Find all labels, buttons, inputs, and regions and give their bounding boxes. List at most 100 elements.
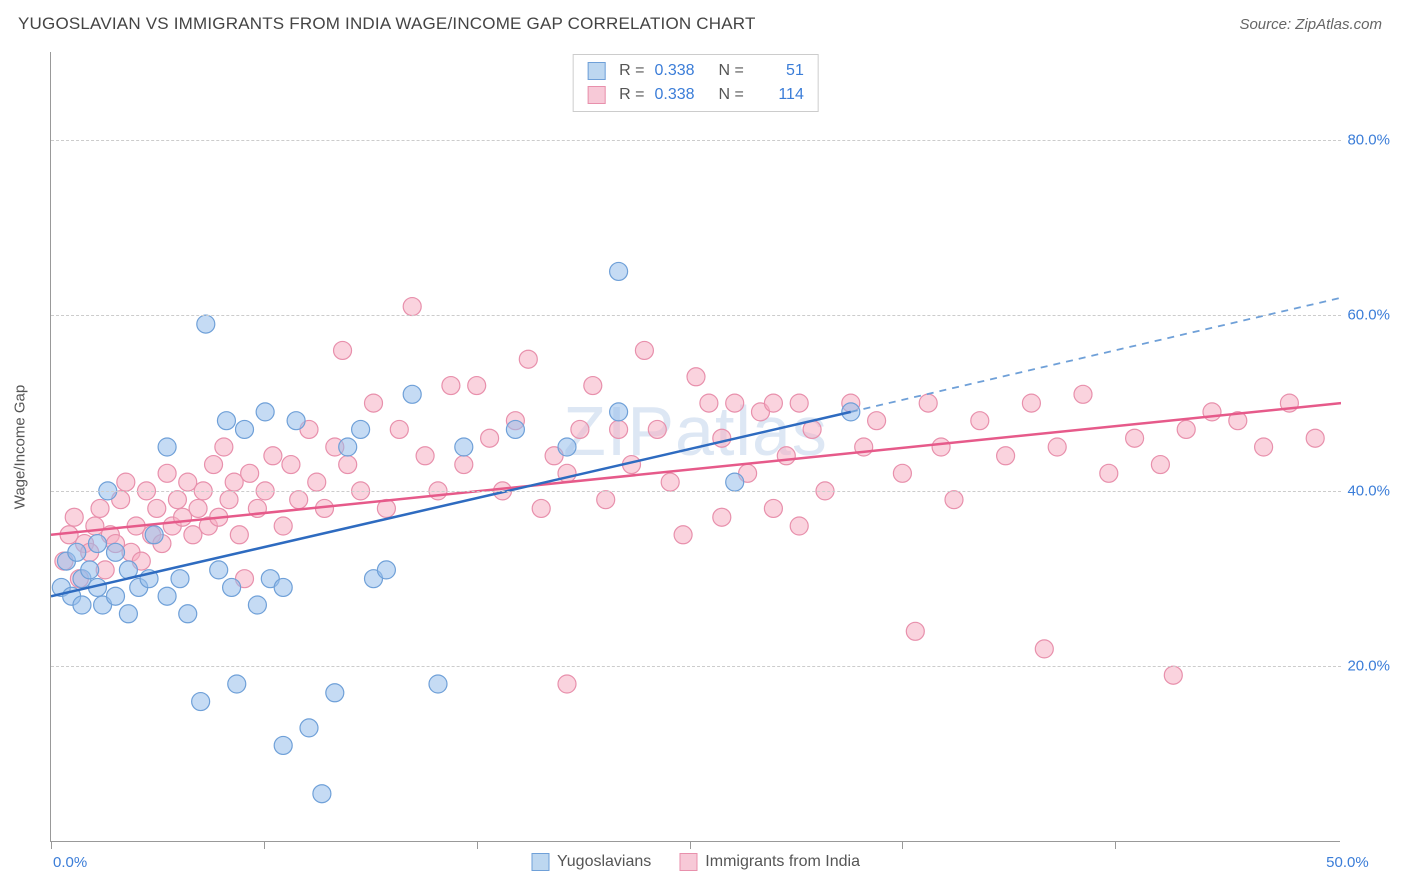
data-point [610, 403, 628, 421]
series-legend: Yugoslavians Immigrants from India [531, 853, 860, 871]
gridline [51, 666, 1341, 667]
data-point [256, 403, 274, 421]
source-attribution: Source: ZipAtlas.com [1239, 16, 1382, 33]
data-point [648, 420, 666, 438]
x-tick-max: 50.0% [1326, 854, 1369, 871]
data-point [205, 456, 223, 474]
x-tick [902, 841, 903, 849]
data-point [1048, 438, 1066, 456]
swatch-b-icon [679, 853, 697, 871]
data-point [777, 447, 795, 465]
data-point [117, 473, 135, 491]
data-point [1035, 640, 1053, 658]
chart-container: Wage/Income Gap ZIPatlas R = 0.338 N = 5… [50, 52, 1390, 842]
x-tick [264, 841, 265, 849]
data-point [248, 596, 266, 614]
legend-item-b: Immigrants from India [679, 853, 860, 871]
data-point [81, 561, 99, 579]
legend-item-a: Yugoslavians [531, 853, 651, 871]
data-point [334, 341, 352, 359]
data-point [1164, 666, 1182, 684]
data-point [893, 464, 911, 482]
data-point [416, 447, 434, 465]
x-tick [690, 841, 691, 849]
plot-area: ZIPatlas R = 0.338 N = 51 R = 0.338 N = … [50, 52, 1340, 842]
data-point [1255, 438, 1273, 456]
data-point [906, 622, 924, 640]
data-point [1074, 385, 1092, 403]
data-point [971, 412, 989, 430]
data-point [558, 675, 576, 693]
data-point [571, 420, 589, 438]
data-point [584, 377, 602, 395]
data-point [236, 420, 254, 438]
data-point [1306, 429, 1324, 447]
data-point [764, 499, 782, 517]
x-tick [477, 841, 478, 849]
y-tick-label: 60.0% [1347, 307, 1390, 324]
data-point [377, 561, 395, 579]
data-point [558, 438, 576, 456]
x-tick [51, 841, 52, 849]
data-point [790, 517, 808, 535]
data-point [674, 526, 692, 544]
data-point [403, 385, 421, 403]
n-value-b: 114 [754, 83, 804, 107]
data-point [481, 429, 499, 447]
data-point [241, 464, 259, 482]
data-point [1177, 420, 1195, 438]
x-tick-min: 0.0% [53, 854, 87, 871]
r-value-a: 0.338 [655, 59, 705, 83]
data-point [532, 499, 550, 517]
data-point [687, 368, 705, 386]
data-point [274, 736, 292, 754]
legend-row-a: R = 0.338 N = 51 [587, 59, 804, 83]
data-point [597, 491, 615, 509]
data-point [1022, 394, 1040, 412]
data-point [339, 438, 357, 456]
n-value-a: 51 [754, 59, 804, 83]
chart-title: YUGOSLAVIAN VS IMMIGRANTS FROM INDIA WAG… [18, 14, 756, 34]
data-point [932, 438, 950, 456]
data-point [442, 377, 460, 395]
data-point [91, 499, 109, 517]
data-point [339, 456, 357, 474]
data-point [220, 491, 238, 509]
data-point [610, 262, 628, 280]
data-point [700, 394, 718, 412]
data-point [790, 394, 808, 412]
legend-row-b: R = 0.338 N = 114 [587, 83, 804, 107]
swatch-a [587, 62, 605, 80]
data-point [997, 447, 1015, 465]
data-point [300, 719, 318, 737]
data-point [158, 464, 176, 482]
data-point [919, 394, 937, 412]
data-point [713, 508, 731, 526]
scatter-svg [51, 52, 1341, 842]
data-point [352, 420, 370, 438]
data-point [764, 394, 782, 412]
data-point [287, 412, 305, 430]
data-point [73, 596, 91, 614]
data-point [274, 517, 292, 535]
data-point [228, 675, 246, 693]
data-point [217, 412, 235, 430]
data-point [88, 535, 106, 553]
x-tick [1115, 841, 1116, 849]
series-a-label: Yugoslavians [557, 853, 651, 871]
data-point [610, 420, 628, 438]
gridline [51, 491, 1341, 492]
data-point [274, 578, 292, 596]
data-point [1151, 456, 1169, 474]
series-b-label: Immigrants from India [705, 853, 860, 871]
n-label: N = [719, 59, 744, 83]
data-point [145, 526, 163, 544]
data-point [313, 785, 331, 803]
data-point [230, 526, 248, 544]
r-label: R = [619, 59, 644, 83]
data-point [68, 543, 86, 561]
data-point [945, 491, 963, 509]
correlation-legend: R = 0.338 N = 51 R = 0.338 N = 114 [572, 54, 819, 112]
data-point [519, 350, 537, 368]
data-point [506, 420, 524, 438]
